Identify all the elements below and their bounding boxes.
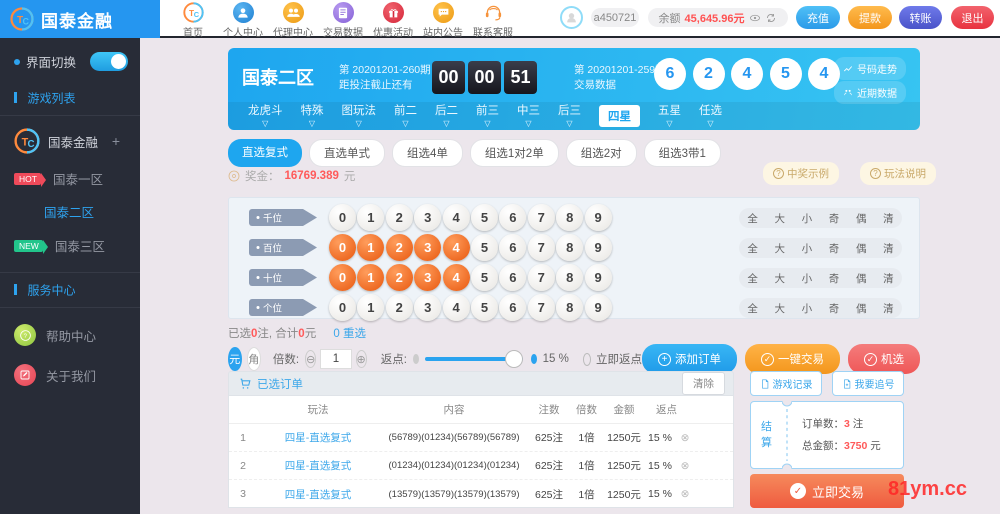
svg-text:个位: 个位 xyxy=(263,302,283,314)
svg-text:百位: 百位 xyxy=(263,242,283,254)
svg-text:C: C xyxy=(28,139,35,150)
svg-text:十位: 十位 xyxy=(263,272,283,284)
svg-text:C: C xyxy=(193,10,199,19)
svg-text:?: ? xyxy=(23,333,27,339)
svg-text:千位: 千位 xyxy=(263,212,283,224)
svg-text:C: C xyxy=(23,17,30,27)
